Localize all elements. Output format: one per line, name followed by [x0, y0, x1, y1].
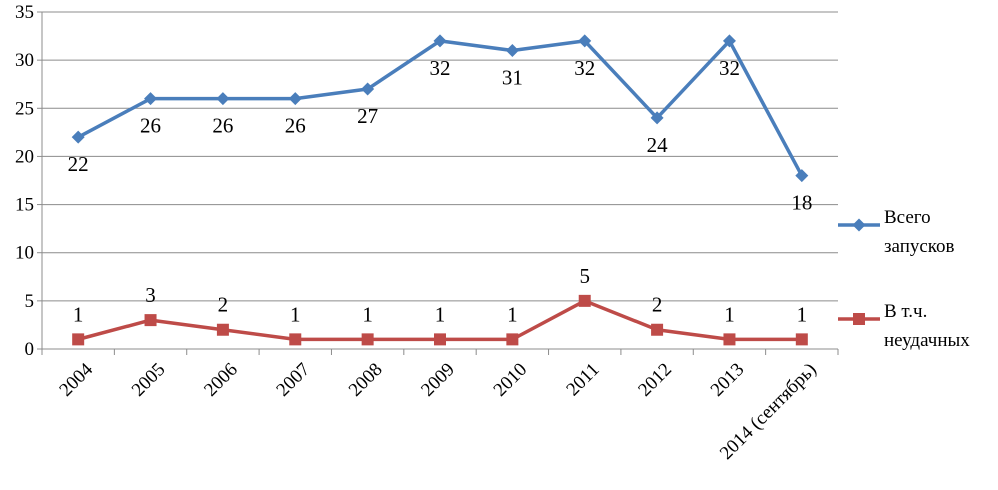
x-tick-label: 2007	[272, 359, 314, 401]
x-tick-label: 2004	[55, 359, 97, 401]
y-tick-label: 35	[15, 2, 34, 23]
data-label: 26	[140, 114, 161, 138]
data-label: 1	[724, 302, 735, 326]
x-tick-label: 2013	[707, 359, 749, 401]
series-lines	[71, 34, 809, 346]
data-label: 2	[218, 293, 229, 317]
legend-label: запусков	[884, 236, 955, 257]
data-point-square	[795, 333, 808, 346]
data-label: 24	[647, 133, 669, 157]
data-label: 32	[430, 56, 451, 80]
data-point-diamond	[216, 92, 230, 106]
legend-label: В т.ч.	[884, 301, 927, 322]
data-point-diamond	[288, 92, 302, 106]
data-label: 3	[145, 283, 156, 307]
data-point-square	[72, 333, 85, 346]
data-label: 32	[574, 56, 595, 80]
x-tick-label: 2012	[634, 359, 676, 401]
gridlines	[42, 11, 838, 302]
y-tick-label: 0	[25, 339, 35, 360]
series-2	[72, 294, 808, 346]
legend-entry-2: В т.ч. неудачных	[838, 301, 970, 351]
data-point-square	[361, 333, 374, 346]
data-label: 26	[212, 114, 233, 138]
data-point-diamond	[795, 169, 809, 183]
y-tick-label: 20	[15, 146, 34, 167]
data-label: 27	[357, 104, 378, 128]
data-point-square	[144, 314, 157, 327]
x-tick-label: 2009	[417, 359, 459, 401]
legend-swatch-square	[853, 313, 865, 325]
x-tick-label: 2005	[128, 359, 170, 401]
data-point-diamond	[361, 82, 375, 96]
data-point-diamond	[71, 130, 85, 144]
data-label: 31	[502, 66, 523, 90]
data-label: 1	[362, 302, 373, 326]
legend-entry-1: Всего запусков	[838, 207, 955, 257]
data-label: 1	[797, 302, 808, 326]
data-point-diamond	[578, 34, 592, 48]
data-label: 18	[791, 191, 812, 215]
data-point-diamond	[505, 44, 519, 58]
data-point-diamond	[650, 111, 664, 125]
data-label: 1	[73, 302, 84, 326]
data-label: 2	[652, 293, 663, 317]
series-1	[71, 34, 809, 183]
legend-swatch-diamond	[852, 218, 866, 232]
data-point-square	[506, 333, 519, 346]
y-tick-label: 30	[15, 50, 34, 71]
data-label: 1	[435, 302, 446, 326]
x-tick-label: 2006	[200, 359, 242, 401]
data-point-square	[216, 323, 229, 336]
data-label: 32	[719, 56, 740, 80]
data-point-square	[289, 333, 302, 346]
legend: Всего запусков В т.ч. неудачных	[838, 207, 970, 351]
data-label: 26	[285, 114, 306, 138]
data-label: 5	[579, 264, 590, 288]
data-point-diamond	[433, 34, 447, 48]
data-point-square	[434, 333, 446, 346]
legend-label: неудачных	[884, 330, 970, 351]
x-tick-label: 2008	[345, 359, 387, 401]
data-label: 22	[68, 152, 89, 176]
data-label: 1	[290, 302, 301, 326]
y-tick-label: 25	[15, 98, 34, 119]
data-point-square	[723, 333, 736, 346]
x-tick-label: 2010	[490, 359, 532, 401]
data-point-square	[651, 323, 664, 336]
data-point-diamond	[722, 34, 736, 48]
legend-label: Всего	[884, 207, 931, 228]
y-tick-label: 10	[15, 243, 34, 264]
data-point-diamond	[144, 92, 158, 106]
data-point-square	[578, 294, 591, 307]
y-tick-label: 5	[25, 291, 35, 312]
y-tick-label: 15	[15, 195, 34, 216]
data-label: 1	[507, 302, 518, 326]
x-tick-label: 2011	[562, 359, 603, 400]
